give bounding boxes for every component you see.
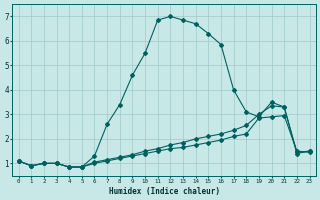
X-axis label: Humidex (Indice chaleur): Humidex (Indice chaleur) xyxy=(108,187,220,196)
